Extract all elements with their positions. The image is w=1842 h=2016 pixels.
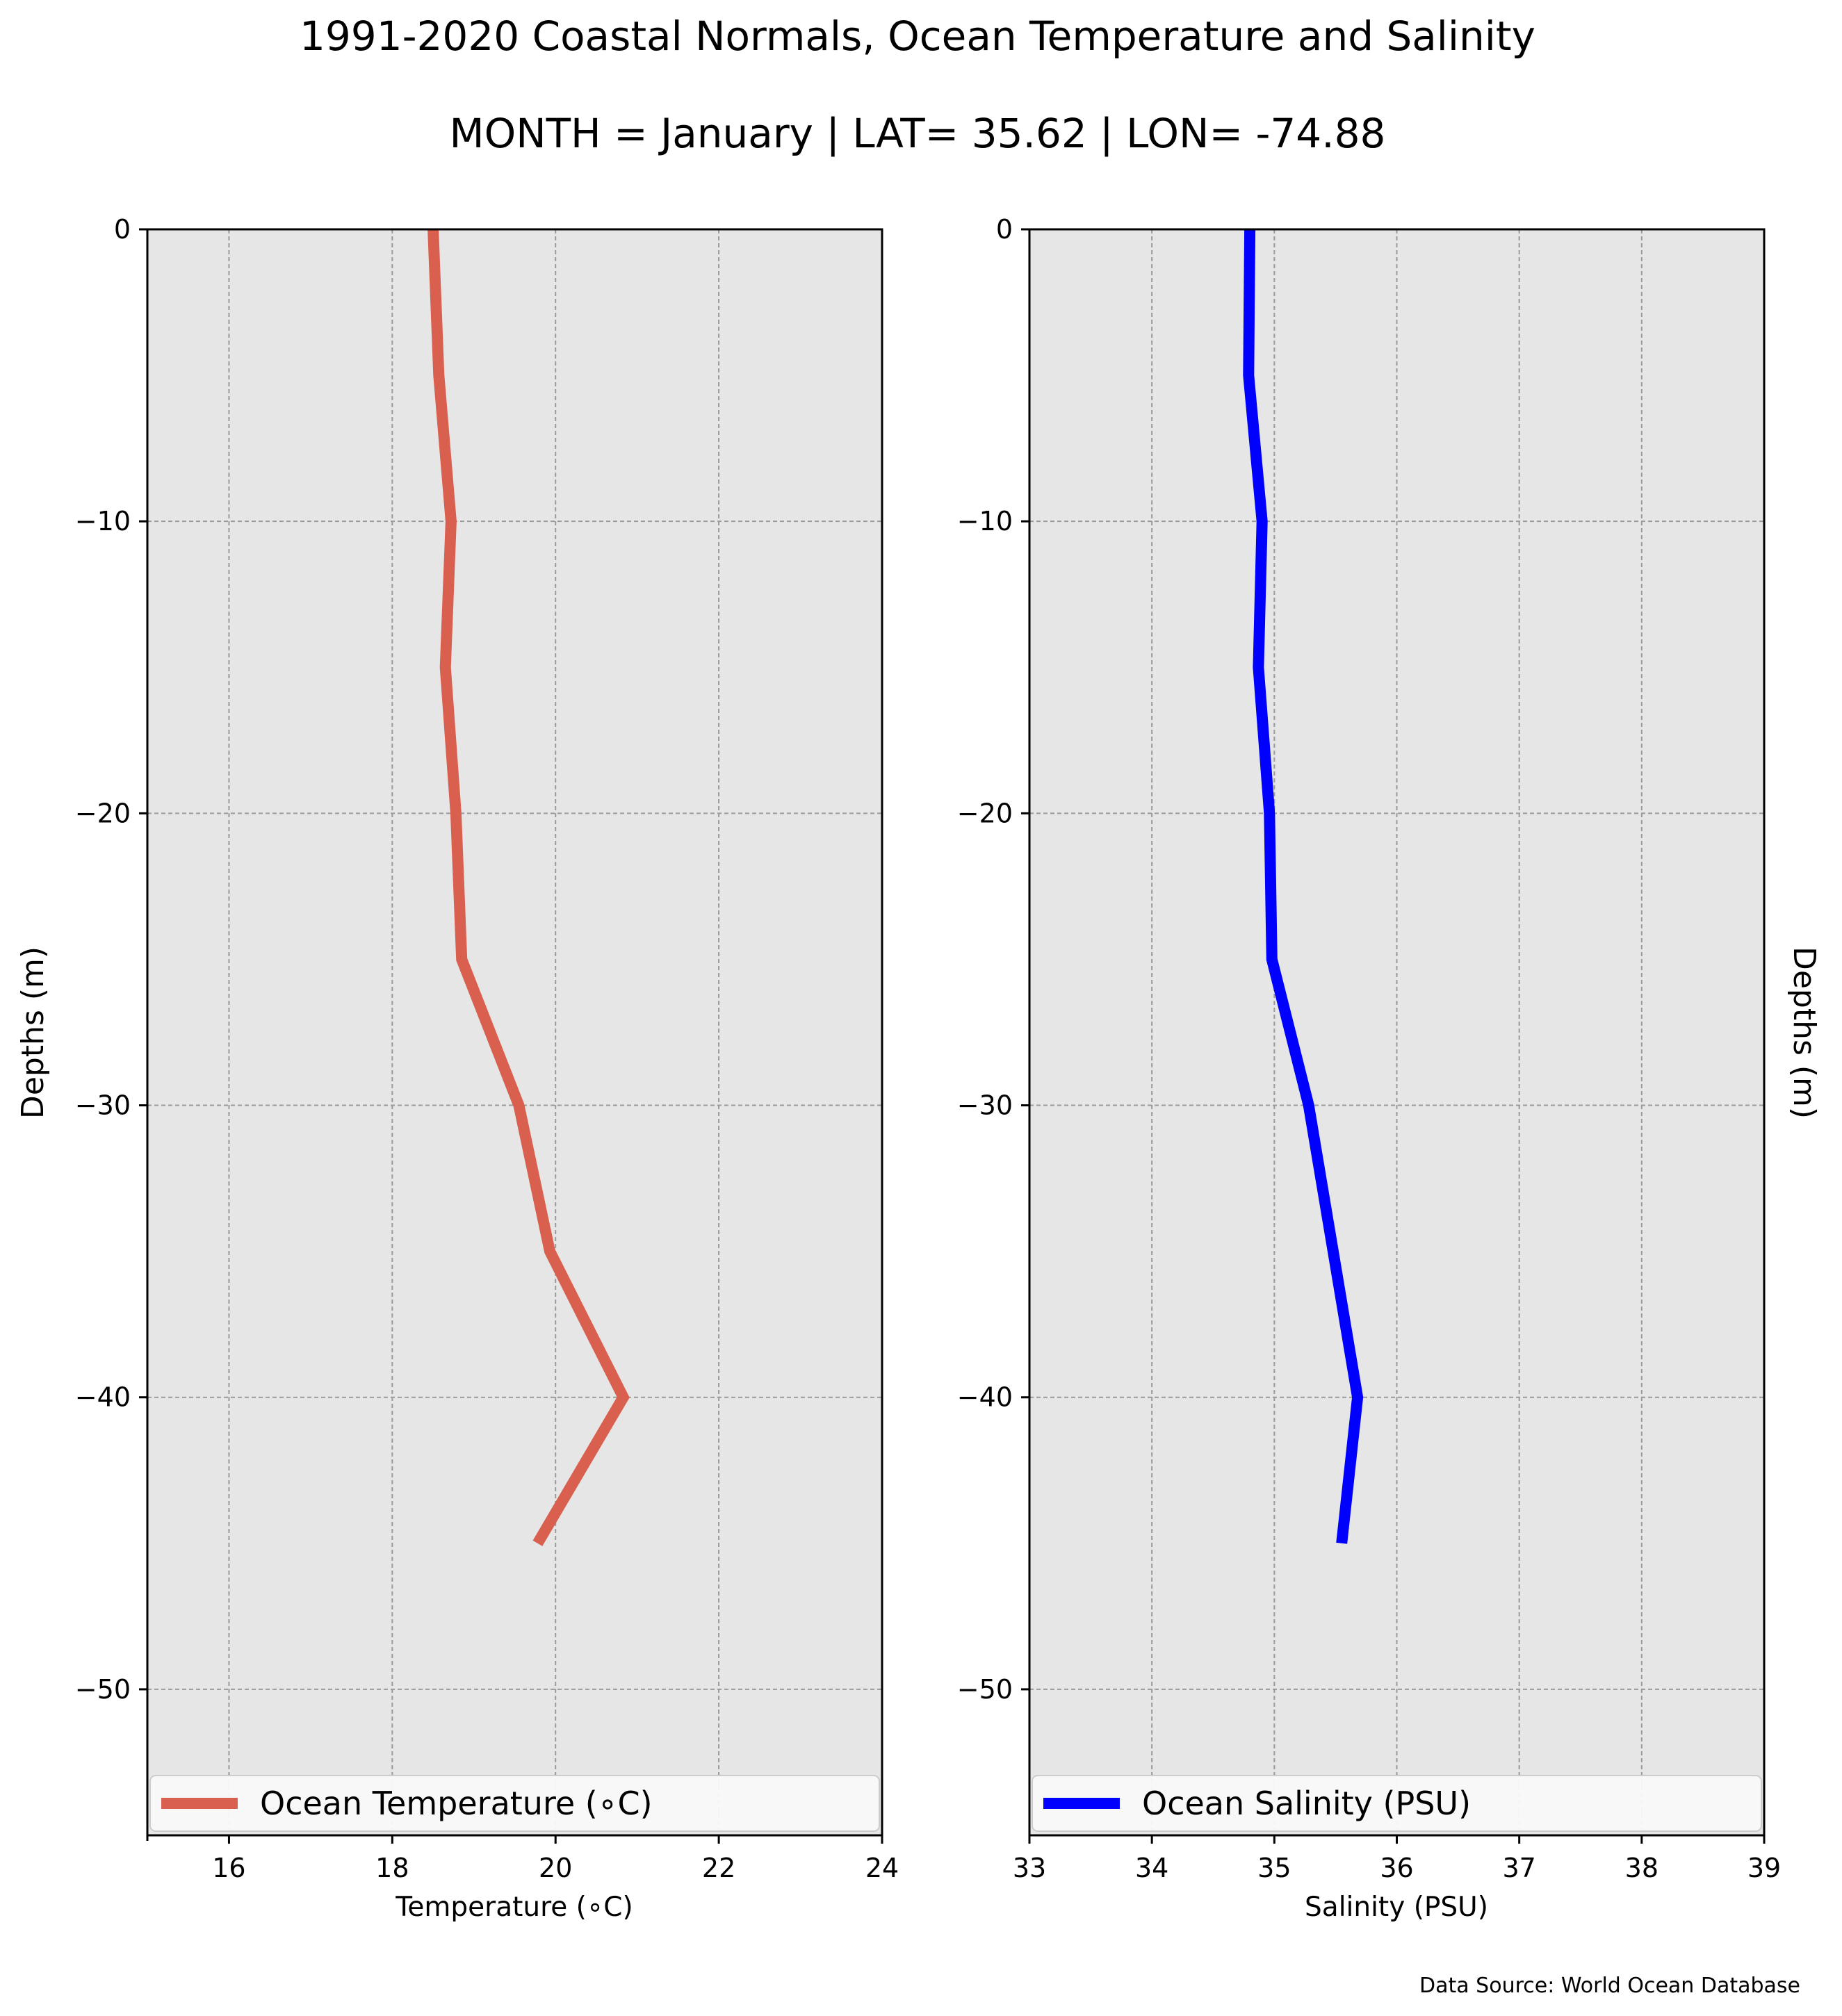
y-tick-label: −30 <box>957 1090 1013 1121</box>
x-axis-label: Salinity (PSU) <box>1305 1892 1488 1923</box>
y-tick-label: 0 <box>996 214 1013 245</box>
data-source-note: Data Source: World Ocean Database <box>1419 1974 1800 1998</box>
grid <box>147 229 883 1835</box>
figure-title: 1991-2020 Coastal Normals, Ocean Tempera… <box>300 13 1535 60</box>
ticks: 16 18 20 22 24 0 −10 −20 −30 −40 −50 <box>75 214 899 1883</box>
plot-area <box>147 229 882 1835</box>
y-tick-label: −20 <box>75 798 131 828</box>
x-tick-label: 36 <box>1380 1853 1413 1883</box>
legend: Ocean Salinity (PSU) <box>1032 1775 1762 1832</box>
temperature-panel: Ocean Temperature (∘C) 16 18 20 22 24 0 −10 −20… <box>15 214 899 1923</box>
y-tick-label: 0 <box>114 214 131 245</box>
x-tick-label: 35 <box>1257 1853 1291 1883</box>
y-tick-label: −10 <box>75 506 131 536</box>
x-tick-label: 38 <box>1625 1853 1658 1883</box>
ticks: 33 34 35 36 37 38 39 0 −10 −20 −30 −40 −50 <box>957 214 1781 1883</box>
x-tick-label: 22 <box>702 1853 735 1883</box>
y-tick-label: −20 <box>957 798 1013 828</box>
legend-box <box>1032 1775 1762 1832</box>
series-line <box>1243 229 1364 1544</box>
salinity-panel: Ocean Salinity (PSU) 33 34 35 36 37 38 39 0 −10 −… <box>957 214 1822 1923</box>
figure-subtitle: MONTH = January | LAT= 35.62 | LON= -74.… <box>450 110 1386 157</box>
y-axis-label: Depths (m) <box>1786 946 1822 1119</box>
legend-label: Ocean Temperature (∘C) <box>260 1785 653 1822</box>
y-tick-label: −50 <box>75 1674 131 1705</box>
series-line <box>427 229 630 1546</box>
y-tick-label: −40 <box>957 1382 1013 1413</box>
x-tick-label: 20 <box>539 1853 572 1883</box>
x-axis-label: Temperature (∘C) <box>395 1892 633 1923</box>
x-tick-label: 34 <box>1135 1853 1168 1883</box>
y-tick-label: −10 <box>957 506 1013 536</box>
y-tick-label: −40 <box>75 1382 131 1413</box>
plot-frame <box>146 228 883 1837</box>
x-tick-label: 39 <box>1747 1853 1781 1883</box>
legend-label: Ocean Salinity (PSU) <box>1142 1785 1471 1822</box>
x-tick-label: 33 <box>1013 1853 1046 1883</box>
legend: Ocean Temperature (∘C) <box>149 1775 880 1832</box>
y-tick-label: −50 <box>957 1674 1013 1705</box>
legend-box <box>149 1775 880 1832</box>
x-tick-label: 24 <box>865 1853 899 1883</box>
x-tick-label: 37 <box>1502 1853 1535 1883</box>
y-tick-label: −30 <box>75 1090 131 1121</box>
series-lines <box>427 229 630 1546</box>
y-axis-label: Depths (m) <box>15 946 51 1119</box>
x-tick-label: 18 <box>375 1853 409 1883</box>
x-tick-label: 16 <box>212 1853 245 1883</box>
series-lines <box>1243 229 1364 1544</box>
